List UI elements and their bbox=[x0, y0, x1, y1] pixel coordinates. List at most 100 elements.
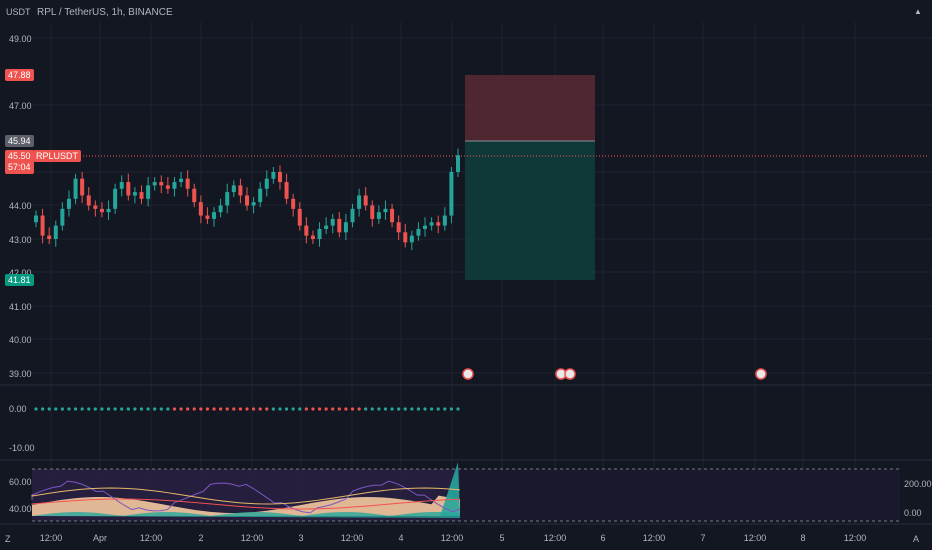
currency-label: USDT bbox=[6, 7, 31, 17]
osc1-dot bbox=[258, 407, 262, 411]
time-axis-label: 2 bbox=[198, 533, 204, 543]
osc1-dot bbox=[199, 407, 203, 411]
osc1-dot bbox=[423, 407, 427, 411]
price-axis-tick: 39.00 bbox=[9, 369, 32, 379]
candle bbox=[297, 208, 302, 226]
us-flag-icon bbox=[755, 368, 767, 380]
osc1-dot bbox=[80, 407, 84, 411]
candle bbox=[337, 218, 342, 233]
candle bbox=[106, 208, 111, 213]
candle bbox=[231, 185, 236, 193]
osc1-dot bbox=[449, 407, 454, 411]
candle bbox=[330, 218, 335, 226]
osc1-dot bbox=[192, 407, 196, 411]
time-axis-label: 12:00 bbox=[642, 533, 666, 543]
osc1-dot bbox=[40, 407, 45, 411]
osc1-dot bbox=[73, 407, 78, 411]
osc1-dot bbox=[212, 407, 216, 411]
candle bbox=[245, 195, 249, 206]
candle bbox=[390, 208, 395, 223]
candle bbox=[218, 205, 223, 213]
candle bbox=[277, 172, 282, 183]
osc2-series bbox=[32, 495, 460, 516]
time-axis-label: 6 bbox=[600, 533, 606, 543]
symbol-tag: RPLUSDT bbox=[33, 150, 82, 162]
osc1-dot bbox=[146, 407, 150, 411]
osc2-series bbox=[31, 498, 461, 510]
chart-title: RPL / TetherUS, 1h, BINANCE bbox=[37, 7, 173, 18]
candle bbox=[126, 182, 131, 196]
osc1-dot bbox=[225, 407, 229, 411]
candle bbox=[119, 182, 124, 189]
osc1-dot bbox=[324, 407, 328, 411]
candle bbox=[66, 198, 71, 209]
osc1-dot bbox=[317, 407, 322, 411]
osc2-tick: 40.00 bbox=[9, 504, 32, 514]
osc2-right-tick: 0.00 bbox=[904, 508, 922, 518]
osc1-dot bbox=[139, 407, 144, 411]
osc1-dot bbox=[377, 407, 381, 411]
target-price-tag: 41.81 bbox=[5, 274, 34, 286]
time-axis-label: Apr bbox=[92, 533, 108, 543]
candle bbox=[258, 188, 263, 203]
candle bbox=[271, 172, 276, 179]
osc1-dot bbox=[271, 407, 275, 411]
last-price-tag: 45.94 bbox=[5, 135, 34, 147]
candle bbox=[93, 205, 98, 209]
osc1-dot bbox=[232, 407, 236, 411]
time-axis-label: 3 bbox=[298, 533, 304, 543]
candle bbox=[73, 178, 78, 199]
time-axis-label: 12:00 bbox=[440, 533, 464, 543]
candle bbox=[416, 228, 421, 236]
osc1-dot bbox=[390, 407, 394, 411]
osc1-dot bbox=[344, 407, 348, 411]
candle bbox=[40, 215, 45, 236]
candle bbox=[192, 188, 197, 203]
osc1-dot bbox=[93, 407, 97, 411]
candle bbox=[179, 178, 184, 183]
time-axis-label: 12:00 bbox=[240, 533, 264, 543]
candle bbox=[304, 225, 309, 236]
time-axis-label: 12:00 bbox=[543, 533, 567, 543]
collapse-icon[interactable]: ▲ bbox=[914, 7, 922, 16]
timezone-icon[interactable]: Z bbox=[5, 534, 11, 544]
auto-scale-button[interactable]: A bbox=[913, 534, 920, 544]
candle bbox=[429, 222, 434, 226]
price-axis-tick: 42.00 bbox=[9, 268, 32, 278]
osc1-dot bbox=[34, 407, 38, 411]
osc1-dot bbox=[436, 407, 440, 411]
osc1-dot bbox=[397, 407, 401, 411]
momentum-oscillator bbox=[34, 407, 460, 411]
osc1-tick: -10.00 bbox=[9, 443, 35, 453]
candle bbox=[376, 212, 381, 219]
osc1-dot bbox=[337, 407, 341, 411]
candle bbox=[324, 225, 329, 229]
time-axis-label: 12:00 bbox=[743, 533, 767, 543]
osc1-dot bbox=[159, 407, 163, 411]
current-price: 45.50 bbox=[8, 151, 31, 161]
time-axis-label: 5 bbox=[499, 533, 505, 543]
candle bbox=[238, 185, 243, 196]
osc1-dot bbox=[166, 407, 170, 411]
time-axis-label: 12:00 bbox=[139, 533, 163, 543]
stop-loss-zone[interactable] bbox=[465, 75, 595, 141]
candle bbox=[225, 192, 230, 206]
candle bbox=[53, 225, 58, 239]
candle bbox=[449, 172, 454, 216]
osc1-dot bbox=[67, 407, 71, 411]
candle bbox=[172, 182, 177, 189]
osc1-dot bbox=[410, 407, 414, 411]
candle bbox=[152, 182, 157, 186]
osc1-dot bbox=[245, 407, 249, 411]
osc1-dot bbox=[126, 407, 130, 411]
osc1-dot bbox=[443, 407, 447, 411]
time-axis-label: 12:00 bbox=[39, 533, 63, 543]
event-flags[interactable] bbox=[462, 368, 767, 380]
candle bbox=[350, 208, 355, 223]
price-axis-tick: 49.00 bbox=[9, 34, 32, 44]
take-profit-zone[interactable] bbox=[465, 141, 595, 280]
price-axis-tick: 47.00 bbox=[9, 101, 32, 111]
candle bbox=[185, 178, 190, 189]
us-flag-icon bbox=[564, 368, 576, 380]
